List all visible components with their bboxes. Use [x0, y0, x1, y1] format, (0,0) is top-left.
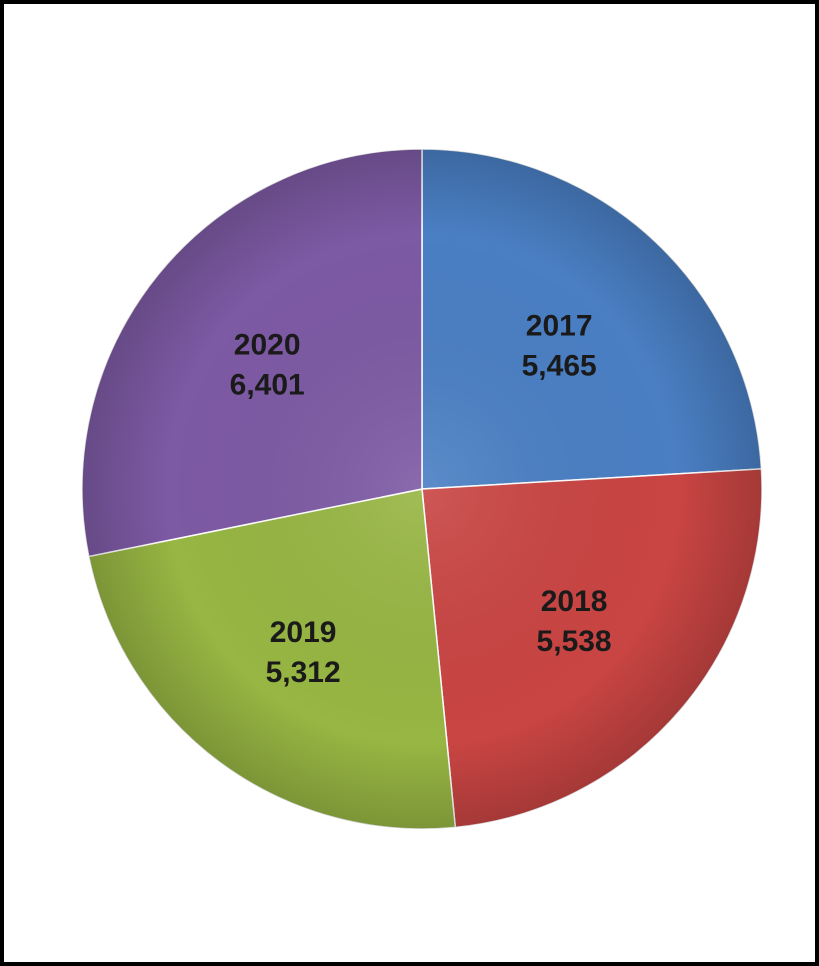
slice-value-label-2017: 5,465: [522, 349, 597, 382]
slice-value-label-2018: 5,538: [537, 625, 612, 658]
slice-category-label-2017: 2017: [526, 309, 593, 342]
pie-chart: 2017 5,465 2018 5,538 2019 5,312 2020 6,401: [81, 148, 763, 830]
slice-category-label-2019: 2019: [270, 616, 337, 649]
slice-value-label-2019: 5,312: [266, 656, 341, 689]
slice-category-label-2020: 2020: [234, 328, 301, 361]
slice-category-label-2018: 2018: [541, 585, 608, 618]
slice-value-label-2020: 6,401: [230, 368, 305, 401]
